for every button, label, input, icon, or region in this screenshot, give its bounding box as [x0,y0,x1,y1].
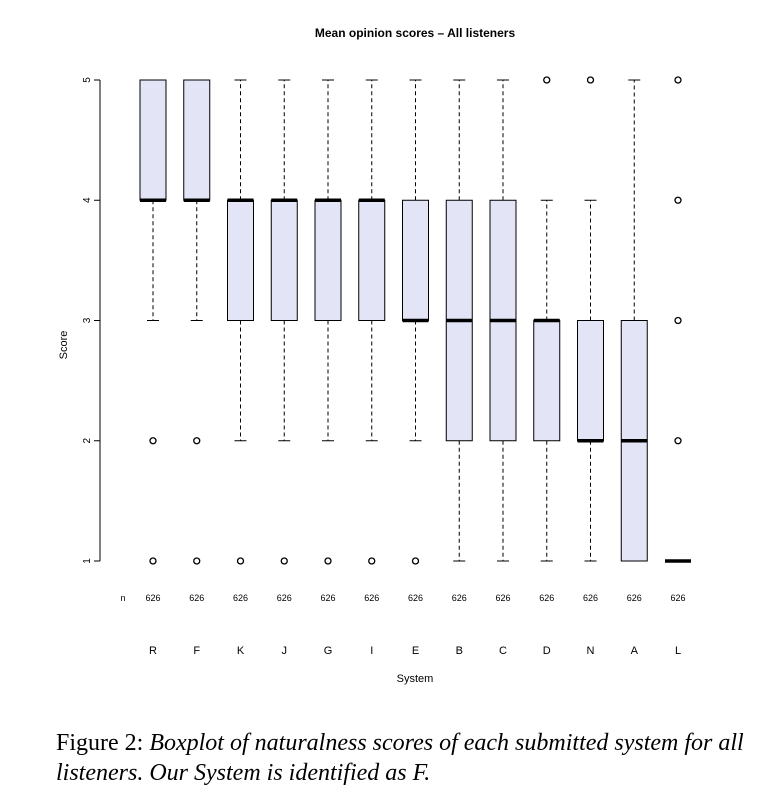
x-tick-label: L [675,645,681,657]
box-A [620,79,648,562]
x-tick-label: B [456,645,463,657]
box-body [183,79,211,201]
n-label: 626 [364,593,379,603]
outlier-point [280,557,288,565]
x-tick-label: K [237,645,245,657]
outlier-point [324,557,332,565]
y-tick-label: 1 [82,558,93,564]
box-E [402,79,429,565]
n-label: 626 [670,593,685,603]
outlier-point [149,437,157,445]
outlier-point [149,557,157,565]
n-label: 626 [583,593,598,603]
box-L [665,76,691,563]
outlier-point [674,76,682,84]
outlier-point [368,557,376,565]
x-tick-label: A [631,645,639,657]
box-G [314,79,342,565]
x-tick-label: E [412,645,419,657]
n-label: 626 [277,593,292,603]
x-tick-label: R [149,645,157,657]
y-axis: 1 2 3 4 5 [82,77,101,564]
y-tick-label: 5 [82,77,93,83]
n-label: 626 [145,593,160,603]
box-body [402,199,429,321]
n-label: 626 [408,593,423,603]
outlier-point [193,437,201,445]
box-K [227,79,254,565]
caption-body: Boxplot of naturalness scores of each su… [56,730,744,786]
n-labels-layer: 626 626 626 626 626 626 626 626 626 626 626 626 626 [145,593,685,603]
x-tick-label: N [587,645,595,657]
box-N [577,76,604,562]
y-tick-label: 4 [82,197,93,203]
box-body [314,199,342,321]
n-label: 626 [495,593,510,603]
y-axis-label: Score [58,331,70,360]
y-tick-label: 3 [82,317,93,323]
x-axis-label: System [397,673,434,685]
x-tick-label: J [282,645,288,657]
outlier-point [236,557,245,565]
outlier-point [411,557,420,565]
n-label: 626 [189,593,204,603]
n-label: 626 [320,593,335,603]
outlier-point [586,76,595,84]
x-tick-label: G [324,645,333,657]
box-body [358,199,386,321]
chart-title: Mean opinion scores – All listeners [315,26,516,40]
outlier-point [193,557,201,565]
boxes-layer [139,76,691,565]
box-J [270,79,298,565]
box-body [227,199,254,321]
box-B [445,79,473,562]
caption-lead: Figure 2: [56,730,150,756]
n-row-label: n [120,593,125,603]
x-tick-label: F [193,645,200,657]
box-body [139,79,167,201]
box-body [577,320,604,442]
outlier-point [674,437,682,445]
y-tick-label: 2 [82,438,93,444]
box-F [183,79,211,565]
outlier-point [674,316,682,325]
box-R [139,79,167,565]
box-C [489,79,517,562]
box-D [533,76,561,562]
n-label: 626 [452,593,467,603]
n-label: 626 [233,593,248,603]
outlier-point [674,196,682,204]
box-I [358,79,386,565]
n-label: 626 [627,593,642,603]
x-tick-label: C [499,645,507,657]
box-body [533,320,561,442]
boxplot-chart: Mean opinion scores – All listeners Scor… [58,26,691,685]
n-label: 626 [539,593,554,603]
x-tick-label: I [370,645,373,657]
x-tick-label: D [543,645,551,657]
box-body [270,199,298,321]
figure-caption: Figure 2: Boxplot of naturalness scores … [56,728,756,788]
outlier-point [543,76,551,84]
